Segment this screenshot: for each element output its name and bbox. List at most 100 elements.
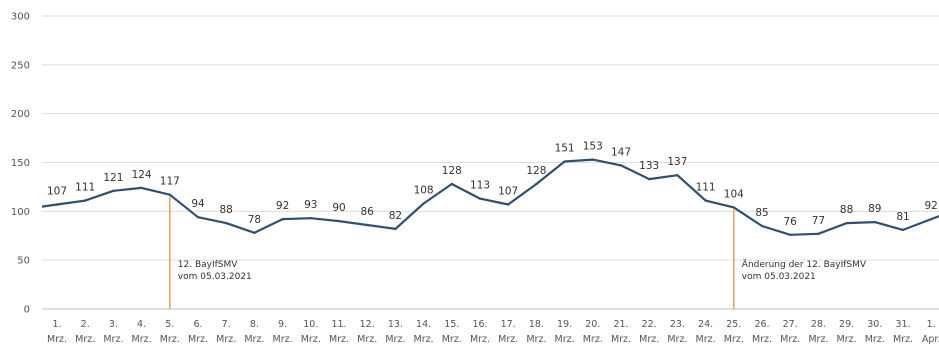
annotations: 12. BayIfSMV vom 05.03.2021 Änderung der 1… (169, 196, 867, 309)
x-tick-label: 26. (754, 319, 769, 330)
x-tick-label: 23. (670, 319, 685, 330)
data-label: 81 (896, 211, 909, 223)
data-label: 128 (526, 165, 546, 177)
data-label: 137 (667, 156, 687, 168)
x-tick-label: 10. (303, 319, 318, 330)
x-tick-label: Mrz. (47, 334, 67, 344)
x-tick-label: 22. (642, 319, 657, 330)
data-label: 147 (611, 146, 631, 158)
data-label: 88 (220, 204, 233, 216)
data-label: 88 (840, 204, 853, 216)
x-tick-label: Mrz. (555, 334, 575, 344)
y-tick-label: 150 (11, 158, 30, 169)
data-label: 86 (361, 206, 375, 218)
data-point (450, 182, 453, 186)
data-label: 85 (755, 207, 768, 219)
x-tick-label: 12. (360, 319, 375, 330)
data-labels: 107 111 121 124 117 94 88 78 92 93 90 86 82 108 128 113… (47, 141, 938, 228)
data-label: 107 (47, 185, 67, 197)
y-tick-label: 0 (24, 305, 30, 316)
x-tick-label: 1. (52, 319, 61, 330)
y-tick-label: 200 (11, 109, 30, 120)
x-tick-label: Mrz. (132, 334, 152, 344)
data-point (930, 217, 933, 221)
x-tick-label: Mrz. (357, 334, 377, 344)
x-tick-label: Mrz. (75, 334, 95, 344)
x-tick-label: 29. (839, 319, 854, 330)
data-label: 92 (276, 200, 289, 212)
annotation-text: vom 05.03.2021 (178, 272, 252, 282)
data-point (619, 164, 623, 167)
data-label: 76 (784, 216, 798, 228)
x-tick-label: Mrz. (639, 334, 659, 344)
data-label: 78 (248, 214, 261, 226)
data-point (817, 232, 820, 235)
x-tick-label: Mrz. (498, 334, 518, 344)
data-label: 82 (389, 210, 402, 222)
data-point (535, 182, 538, 186)
x-tick-label: Mrz. (301, 334, 321, 344)
x-axis: 1. Mrz. 2. Mrz. 3. Mrz. 4. Mrz. 5. Mrz. 6. Mrz. 7. Mr… (47, 319, 939, 344)
x-tick-label: 14. (416, 319, 431, 330)
data-point (591, 158, 594, 161)
data-point (55, 203, 59, 206)
x-tick-label: Mrz. (583, 334, 603, 344)
x-tick-label: Mrz. (273, 334, 293, 344)
x-tick-label: Mrz. (470, 334, 490, 344)
data-point (676, 173, 679, 177)
series (41, 158, 939, 236)
data-label: 89 (868, 203, 881, 215)
x-tick-label: 17. (501, 319, 516, 330)
x-tick-label: Apr. (922, 334, 939, 344)
x-tick-label: Mrz. (385, 334, 405, 344)
data-label: 104 (724, 188, 744, 200)
x-tick-label: Mrz. (780, 334, 800, 344)
data-point (253, 231, 256, 235)
x-tick-label: 7. (222, 319, 231, 330)
data-label: 121 (103, 172, 123, 184)
y-tick-label: 300 (11, 12, 30, 23)
data-point (901, 228, 905, 232)
data-label: 107 (498, 185, 518, 197)
data-point (84, 199, 87, 202)
y-axis: 0 50 100 150 200 250 300 (11, 12, 30, 316)
x-tick-label: Mrz. (188, 334, 208, 344)
data-label: 94 (191, 198, 205, 210)
data-label: 124 (132, 169, 152, 181)
x-tick-label: 1. (927, 319, 936, 330)
data-label: 128 (442, 165, 462, 177)
x-tick-label: Mrz. (216, 334, 236, 344)
x-tick-label: 5. (165, 319, 174, 330)
data-label: 108 (414, 185, 434, 197)
x-tick-label: 11. (331, 319, 346, 330)
x-tick-label: Mrz. (808, 334, 828, 344)
data-point (309, 216, 312, 220)
data-point (225, 221, 228, 225)
x-tick-label: Mrz. (724, 334, 744, 344)
x-tick-label: 19. (557, 319, 572, 330)
x-tick-label: 18. (529, 319, 544, 330)
data-label: 92 (925, 200, 938, 212)
data-point (366, 223, 369, 227)
x-tick-label: Mrz. (667, 334, 687, 344)
x-tick-label: 6. (193, 319, 202, 330)
x-tick-label: Mrz. (837, 334, 857, 344)
data-label: 77 (812, 215, 825, 227)
x-tick-label: 20. (585, 319, 600, 330)
data-point (648, 177, 651, 181)
annotation-text: 12. BayIfSMV (178, 260, 238, 270)
data-point (760, 224, 764, 228)
x-tick-label: Mrz. (752, 334, 772, 344)
x-tick-label: Mrz. (526, 334, 546, 344)
data-label: 117 (160, 176, 180, 188)
x-tick-label: Mrz. (611, 334, 631, 344)
x-tick-label: Mrz. (865, 334, 885, 344)
data-point (704, 199, 707, 202)
x-tick-label: Mrz. (103, 334, 123, 344)
data-label: 153 (583, 141, 603, 153)
x-tick-label: Mrz. (696, 334, 716, 344)
x-tick-label: 3. (109, 319, 118, 330)
data-point (196, 215, 200, 219)
data-label: 151 (555, 143, 575, 155)
x-tick-label: Mrz. (160, 334, 180, 344)
